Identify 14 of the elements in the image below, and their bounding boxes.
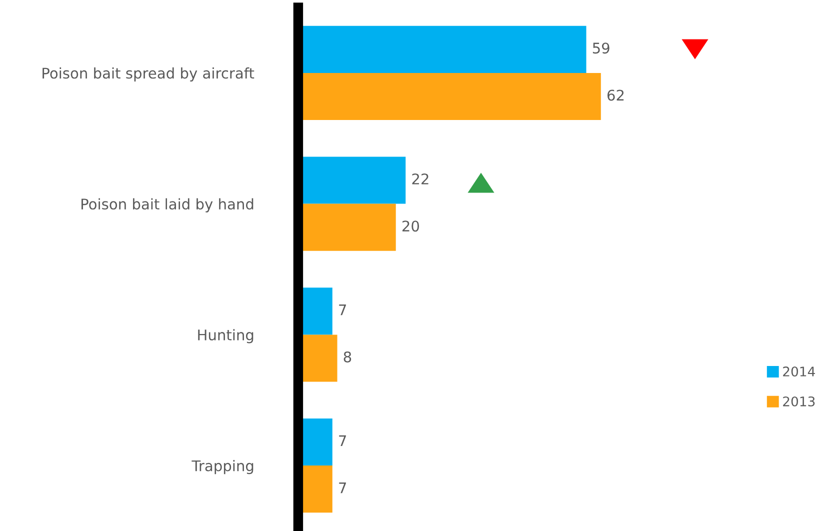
y-tick-label: Poison bait spread by aircraft bbox=[42, 67, 254, 82]
data-label: 7 bbox=[339, 435, 346, 446]
data-label: 7 bbox=[339, 482, 346, 494]
data-label: 8 bbox=[344, 351, 352, 362]
data-label: 62 bbox=[607, 90, 624, 101]
legend-label: 2014 bbox=[783, 366, 815, 376]
y-tick-label: Trapping bbox=[192, 460, 254, 474]
data-label: 22 bbox=[412, 173, 428, 184]
legend-label: 2013 bbox=[783, 396, 815, 406]
data-label: 7 bbox=[339, 304, 346, 316]
y-tick-label: Poison bait laid by hand bbox=[82, 198, 254, 212]
data-label: 59 bbox=[592, 42, 610, 54]
data-label: 20 bbox=[402, 220, 419, 232]
y-tick-label: Hunting bbox=[198, 329, 254, 344]
